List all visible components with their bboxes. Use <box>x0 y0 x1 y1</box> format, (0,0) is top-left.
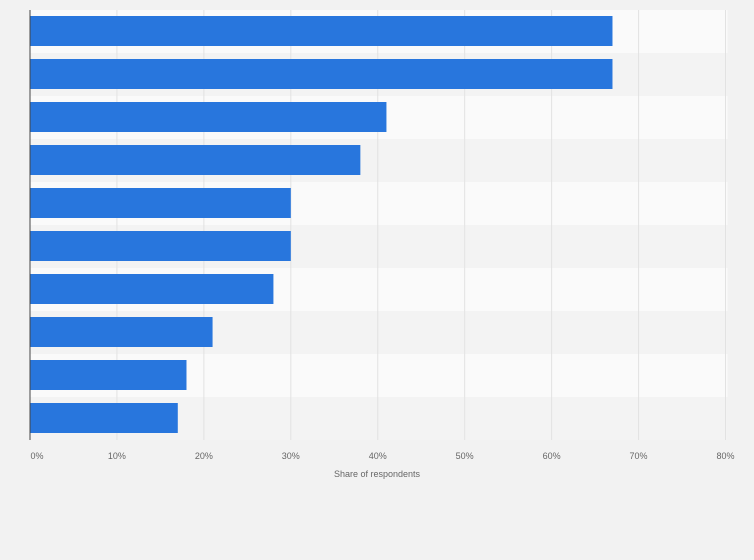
x-tick-label: 20% <box>195 451 213 461</box>
x-axis-ticks: 0% 10% 20% 30% 40% 50% 60% 70% 80% <box>30 451 734 461</box>
x-tick-label: 80% <box>716 451 734 461</box>
bar[interactable] <box>30 59 613 89</box>
x-tick-label: 0% <box>30 451 43 461</box>
x-tick-label: 30% <box>282 451 300 461</box>
bars <box>30 16 613 433</box>
bar[interactable] <box>30 274 274 304</box>
bar[interactable] <box>30 360 187 390</box>
bar[interactable] <box>30 231 291 261</box>
x-tick-label: 70% <box>630 451 648 461</box>
x-tick-label: 40% <box>369 451 387 461</box>
bar[interactable] <box>30 403 178 433</box>
x-tick-label: 60% <box>543 451 561 461</box>
bar[interactable] <box>30 145 361 175</box>
bar[interactable] <box>30 317 213 347</box>
bar[interactable] <box>30 102 387 132</box>
x-axis-label: Share of respondents <box>334 469 421 479</box>
bar[interactable] <box>30 188 291 218</box>
x-tick-label: 50% <box>456 451 474 461</box>
bar[interactable] <box>30 16 613 46</box>
x-tick-label: 10% <box>108 451 126 461</box>
